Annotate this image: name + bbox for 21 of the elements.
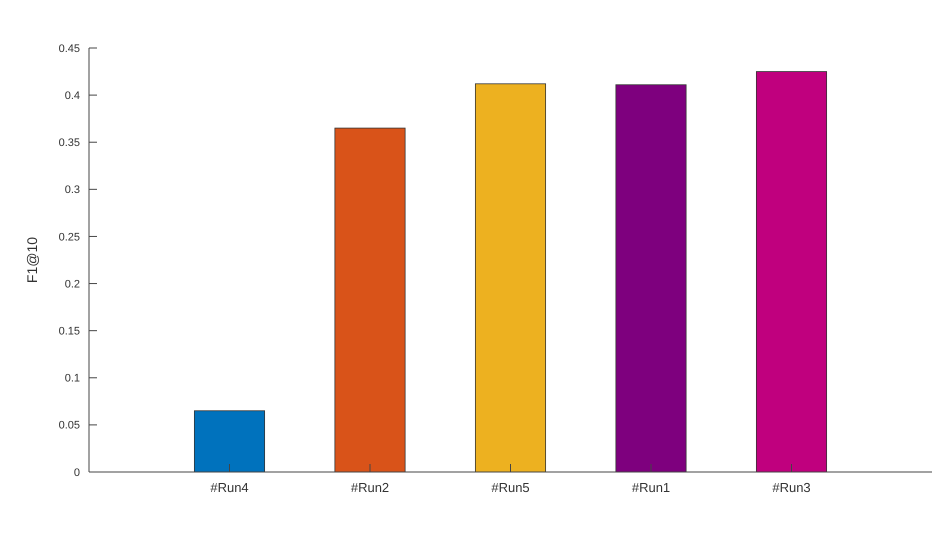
y-tick-label: 0.3 [64,184,80,196]
y-tick-label: 0 [74,466,80,479]
y-tick-label: 0.45 [58,42,80,55]
x-tick-label: #Run3 [772,480,811,495]
y-tick-label: 0.2 [64,278,80,290]
y-tick-label: 0.25 [58,231,80,244]
y-tick-label: 0.15 [58,326,80,338]
bar [756,71,828,472]
bar [474,83,546,472]
bar [194,410,266,472]
y-tick-label: 0.4 [64,90,80,102]
y-tick-label: 0.35 [58,137,80,150]
bar [615,84,687,472]
x-tick-label: #Run2 [350,480,390,495]
y-tick-label: 0.1 [64,372,80,385]
x-tick-label: #Run1 [632,480,670,495]
x-tick-label: #Run5 [491,480,530,495]
x-tick-label: #Run4 [210,480,249,495]
y-axis-title: F1@10 [24,236,40,284]
bar [334,128,406,472]
y-tick-label: 0.05 [58,420,80,432]
